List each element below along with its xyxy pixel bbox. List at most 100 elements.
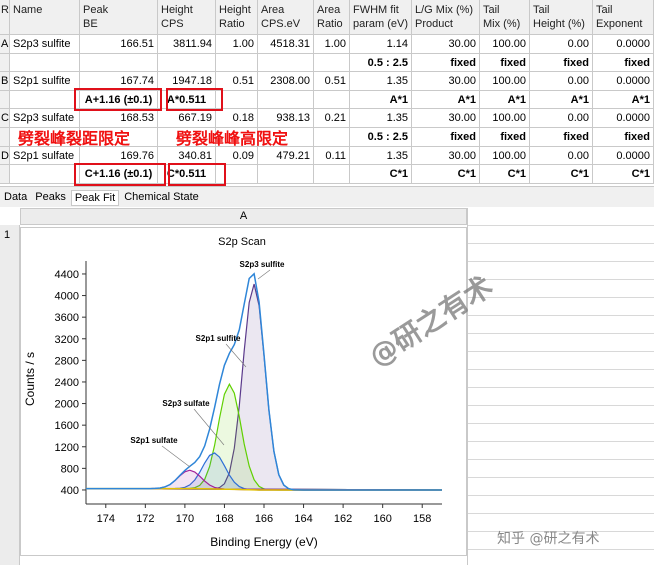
label-leader: [193, 408, 225, 446]
cell-text: C*1: [457, 168, 476, 181]
cell-text: 0.51: [324, 75, 346, 88]
cell-text: 0.0000: [616, 149, 650, 162]
table-cell: 0.5 : 2.5: [350, 128, 412, 147]
header-text: CPS.eV: [261, 18, 301, 30]
cell-text: 0.0000: [616, 75, 650, 88]
header-cell: Peak BE: [80, 0, 158, 35]
table-cell: 0.00: [530, 109, 593, 128]
header-text: Area: [261, 4, 285, 16]
table-cell: [10, 90, 80, 110]
cell-text: fixed: [500, 131, 526, 143]
table-cell: [216, 165, 258, 184]
header-text: Height: [161, 4, 193, 16]
table-cell: [314, 90, 350, 110]
table-cell: S2p1 sulfite: [10, 72, 80, 91]
table-cell: 1.00: [314, 35, 350, 54]
table-cell: 166.51: [80, 35, 158, 54]
table-cell: 30.00: [412, 72, 480, 91]
cell-text: S2p1 sulfite: [13, 75, 71, 88]
table-cell: [314, 128, 350, 147]
annotation: 劈裂峰峰高限定: [176, 129, 289, 148]
table-cell: [258, 165, 314, 184]
table-cell: 167.74: [80, 72, 158, 91]
table-cell: [0, 53, 10, 73]
y-tick-label: 4400: [55, 269, 79, 281]
cell-text: C*0.511: [166, 168, 207, 181]
cell-text: 167.74: [120, 75, 154, 88]
tab[interactable]: Data: [4, 191, 28, 203]
table-cell: S2p3 sulfite: [10, 35, 80, 54]
table-cell: 0.18: [216, 109, 258, 128]
cell-text: A*1: [507, 93, 526, 106]
cell-text: C*1: [389, 168, 408, 181]
tab-bar: [0, 186, 654, 207]
table-cell: 30.00: [412, 146, 480, 166]
component-label: S2p1 sulfite: [196, 334, 241, 343]
y-tick-label: 4000: [55, 291, 79, 303]
cell-text: fixed: [500, 56, 526, 69]
cell-text: 0.5 : 2.5: [367, 131, 408, 143]
table-cell: [216, 128, 258, 147]
table-cell: [10, 128, 80, 147]
table-cell: [80, 128, 158, 147]
sheet-row-header: 1: [0, 225, 20, 565]
table-cell: 1.35: [350, 109, 412, 128]
cell-text: fixed: [624, 131, 650, 143]
table-cell: [314, 53, 350, 73]
cell-text: 30.00: [448, 75, 476, 88]
tab[interactable]: Peak Fit: [70, 190, 120, 206]
cell-text: 0.0000: [616, 112, 650, 125]
component-label: S2p3 sulfate: [162, 399, 210, 408]
table-cell: 30.00: [412, 109, 480, 128]
header-text: Height: [219, 4, 251, 16]
header-cell: Tail Height (%): [530, 0, 593, 35]
table-cell: 0.00: [530, 72, 593, 91]
cell-text: A*1: [631, 93, 650, 106]
cell-text: A: [1, 38, 9, 50]
header-cell: Tail Mix (%): [480, 0, 530, 35]
x-axis-label: Binding Energy (eV): [210, 535, 317, 549]
empty-cells: [467, 208, 654, 565]
header-text: Height (%): [533, 18, 585, 30]
header-text: Ratio: [219, 18, 245, 30]
table-cell: D: [0, 146, 10, 166]
table-cell: 0.51: [314, 72, 350, 91]
table-cell: 30.00: [412, 35, 480, 54]
cell-text: 169.76: [120, 149, 154, 162]
header-text: Mix (%): [483, 18, 521, 30]
table-cell: 1.00: [216, 35, 258, 54]
cell-text: A*0.511: [166, 93, 207, 106]
table-cell: 0.11: [314, 146, 350, 166]
cell-text: 0.00: [567, 38, 589, 50]
cell-text: 0.5 : 2.5: [367, 56, 408, 69]
component-label: S2p3 sulfite: [240, 260, 285, 269]
table-cell: fixed: [530, 128, 593, 147]
row-label: 1: [4, 229, 11, 241]
table-cell: C*1: [480, 165, 530, 184]
cell-text: 1.00: [232, 38, 254, 50]
cell-text: fixed: [563, 56, 589, 69]
table-cell: 0.5 : 2.5: [350, 53, 412, 73]
tab[interactable]: Peaks: [35, 191, 66, 203]
table-cell: 0.00: [530, 35, 593, 54]
cell-text: 340.81: [178, 149, 212, 162]
table-cell: [216, 53, 258, 73]
table-cell: 100.00: [480, 109, 530, 128]
cell-text: 1.35: [386, 75, 408, 88]
chart-frame: [20, 227, 467, 556]
cell-text: B: [1, 75, 9, 88]
x-tick-label: 170: [176, 513, 194, 525]
tab[interactable]: Chemical State: [124, 191, 199, 203]
label-leader: [257, 269, 271, 280]
cell-text: C*1: [631, 168, 650, 181]
cell-text: 166.51: [120, 38, 154, 50]
header-text: R: [1, 4, 9, 16]
table-cell: 1.35: [350, 72, 412, 91]
cell-text: 938.13: [276, 112, 310, 125]
table-cell: 0.0000: [593, 146, 654, 166]
table-cell: 0.09: [216, 146, 258, 166]
cell-text: fixed: [450, 131, 476, 143]
table-cell: 3811.94: [158, 35, 216, 54]
cell-text: 30.00: [448, 112, 476, 125]
header-text: Area: [317, 4, 341, 16]
